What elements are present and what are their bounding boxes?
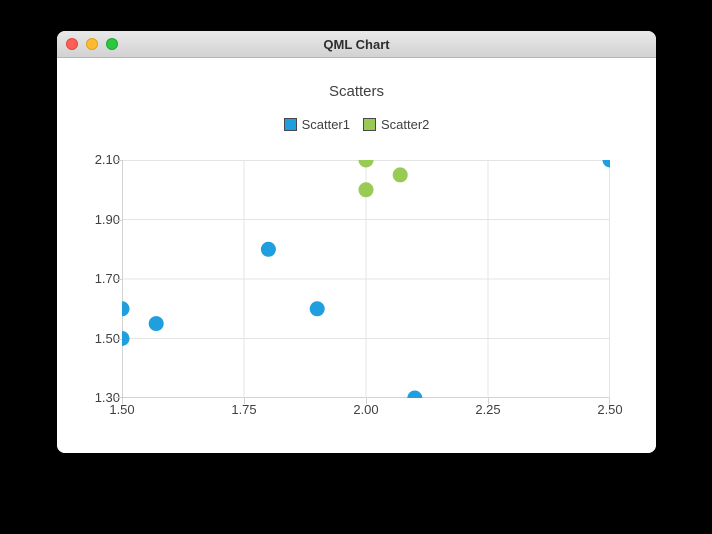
y-tick-label: 1.50 xyxy=(94,330,120,346)
x-tick-label: 1.75 xyxy=(231,402,257,417)
x-axis-tick xyxy=(488,398,489,404)
window-controls xyxy=(66,31,118,57)
x-axis-labels: 1.50 1.75 2.00 2.25 2.50 xyxy=(109,402,622,420)
y-tick-label: 1.70 xyxy=(94,271,120,286)
y-tick-label: 1.90 xyxy=(94,211,120,227)
y-axis-tick xyxy=(116,279,122,280)
window-control-minimize[interactable] xyxy=(86,38,98,50)
scatter-point-scatter1[interactable] xyxy=(260,241,276,257)
legend-marker xyxy=(283,118,297,131)
window-titlebar[interactable]: QML Chart xyxy=(57,31,656,58)
x-axis-tick xyxy=(122,398,123,404)
scatter-point-scatter1[interactable] xyxy=(148,316,164,332)
window-title: QML Chart xyxy=(323,36,390,52)
x-tick-label: 1.50 xyxy=(109,402,135,417)
window-control-zoom[interactable] xyxy=(106,38,118,50)
window-control-close[interactable] xyxy=(66,38,78,50)
y-tick-label: 2.10 xyxy=(94,152,120,167)
x-axis-tick xyxy=(366,398,367,404)
scatter-point-scatter1[interactable] xyxy=(309,301,325,317)
scatter-point-scatter1[interactable] xyxy=(407,390,423,399)
scatter-point-scatter2[interactable] xyxy=(358,182,374,198)
x-tick-label: 2.25 xyxy=(475,402,501,417)
x-tick-label: 2.00 xyxy=(353,402,379,417)
y-axis-tick xyxy=(116,220,122,221)
plot-area xyxy=(122,160,610,398)
scatter-point-scatter1[interactable] xyxy=(122,301,130,317)
y-axis-tick xyxy=(116,160,122,161)
plot-canvas xyxy=(122,160,610,398)
chart-view: Scatters Scatter1 Scatter2 2.10 1.90 1.70 1.… xyxy=(57,58,656,453)
chart-title: Scatters xyxy=(328,83,385,100)
scatter-point-scatter1[interactable] xyxy=(122,331,130,346)
legend-item-scatter2[interactable]: Scatter2 xyxy=(363,117,429,132)
scatter-point-scatter2[interactable] xyxy=(358,160,374,168)
y-axis-tick xyxy=(116,397,122,398)
scatter-point-scatter1[interactable] xyxy=(602,160,611,168)
scatter-point-scatter2[interactable] xyxy=(392,167,408,183)
legend-label: Scatter2 xyxy=(381,117,430,132)
x-axis-tick xyxy=(609,398,610,404)
y-axis-labels: 2.10 1.90 1.70 1.50 1.30 xyxy=(70,152,120,405)
legend: Scatter1 Scatter2 xyxy=(57,117,656,132)
legend-item-scatter1[interactable]: Scatter1 xyxy=(283,117,350,132)
x-axis-tick xyxy=(244,398,245,404)
y-tick-label: 1.30 xyxy=(94,390,120,405)
legend-label: Scatter1 xyxy=(301,117,350,132)
y-axis-tick xyxy=(116,339,122,340)
app-window: QML Chart Scatters Scatter1 Scatter2 2.10… xyxy=(57,31,656,453)
legend-marker xyxy=(363,118,376,131)
x-tick-label: 2.50 xyxy=(597,402,623,417)
